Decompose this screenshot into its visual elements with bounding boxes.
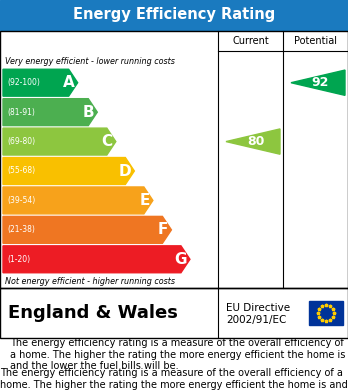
Text: England & Wales: England & Wales	[8, 304, 178, 322]
Text: (69-80): (69-80)	[7, 137, 35, 146]
Polygon shape	[3, 187, 153, 214]
Polygon shape	[3, 216, 172, 243]
Text: B: B	[83, 105, 94, 120]
Polygon shape	[3, 246, 190, 273]
Bar	[309, 301, 343, 325]
Text: The energy efficiency rating is a measure of the overall efficiency of a home. T: The energy efficiency rating is a measur…	[0, 368, 348, 391]
Bar	[0, 0, 348, 30]
Text: G: G	[174, 252, 187, 267]
Bar	[0, 288, 348, 338]
Polygon shape	[3, 158, 134, 185]
Bar	[0, 31, 348, 288]
Text: D: D	[119, 163, 131, 179]
Text: F: F	[158, 222, 168, 237]
Text: E: E	[140, 193, 150, 208]
Text: (1-20): (1-20)	[7, 255, 30, 264]
Text: Current: Current	[232, 36, 269, 46]
Polygon shape	[226, 129, 280, 154]
Polygon shape	[291, 70, 345, 95]
Text: Energy Efficiency Rating: Energy Efficiency Rating	[73, 7, 275, 23]
Text: The energy efficiency rating is a measure of the overall efficiency of a home. T: The energy efficiency rating is a measur…	[10, 338, 346, 371]
Text: (92-100): (92-100)	[7, 78, 40, 87]
Text: (81-91): (81-91)	[7, 108, 35, 117]
Text: EU Directive: EU Directive	[226, 303, 290, 313]
Text: 80: 80	[247, 135, 264, 148]
Text: (39-54): (39-54)	[7, 196, 35, 205]
Polygon shape	[3, 128, 116, 155]
Text: C: C	[102, 134, 113, 149]
Text: A: A	[63, 75, 75, 90]
Text: Potential: Potential	[294, 36, 337, 46]
Polygon shape	[3, 99, 97, 126]
Text: 92: 92	[312, 76, 329, 89]
Text: (55-68): (55-68)	[7, 167, 35, 176]
Text: Very energy efficient - lower running costs: Very energy efficient - lower running co…	[5, 57, 175, 66]
Text: Not energy efficient - higher running costs: Not energy efficient - higher running co…	[5, 276, 175, 285]
Text: 2002/91/EC: 2002/91/EC	[226, 315, 286, 325]
Text: (21-38): (21-38)	[7, 225, 35, 234]
Polygon shape	[3, 69, 78, 96]
